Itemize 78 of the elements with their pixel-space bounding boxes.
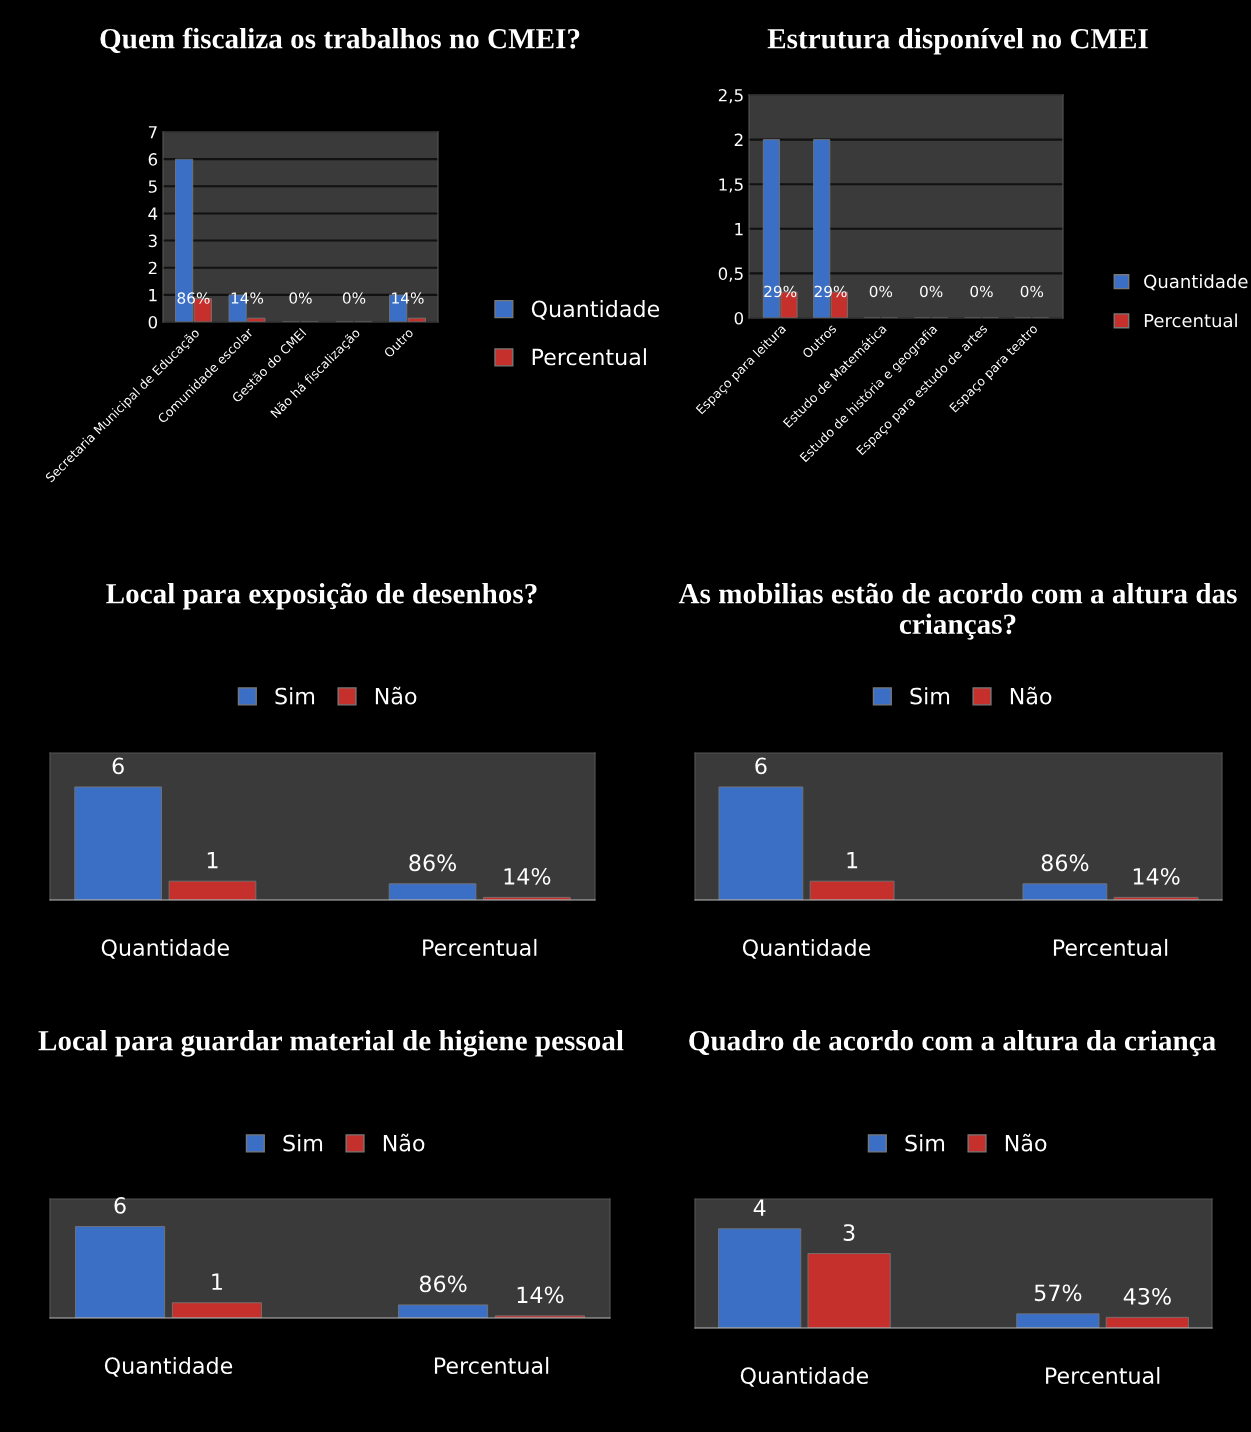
y-tick-label: 2 <box>734 133 743 146</box>
y-tick-label: 0 <box>148 315 158 329</box>
legend-label: Não <box>1005 1133 1047 1152</box>
data-label: 29% <box>764 285 797 298</box>
x-tick-label: Quantidade <box>740 1366 869 1387</box>
bar <box>807 1253 891 1328</box>
data-label: 29% <box>814 285 847 298</box>
y-tick-label: 6 <box>148 153 158 166</box>
legend-label: Quantidade <box>1144 274 1248 291</box>
data-label: 14% <box>517 1286 564 1304</box>
chart-title: Local para exposição de desenhos? <box>106 583 537 610</box>
data-label: 6 <box>112 757 124 775</box>
y-tick-label: 3 <box>148 234 157 248</box>
y-tick-label: 5 <box>148 180 157 193</box>
bar <box>168 880 257 900</box>
legend-label: Não <box>383 1133 425 1152</box>
y-tick-label: 0 <box>734 311 744 325</box>
data-label: 1 <box>847 852 858 869</box>
bar <box>398 1304 489 1318</box>
data-label: 0% <box>869 285 893 298</box>
legend-label: Sim <box>905 1134 945 1152</box>
data-label: 0% <box>970 285 993 298</box>
y-tick-label: 0,5 <box>718 267 743 282</box>
x-tick-label: Percentual <box>1053 938 1168 957</box>
bar <box>388 883 477 900</box>
bar <box>809 880 895 900</box>
data-label: 57% <box>1034 1284 1082 1302</box>
data-label: 3 <box>843 1224 855 1241</box>
y-tick-label: 1 <box>149 289 157 302</box>
data-label: 6 <box>114 1197 126 1214</box>
data-label: 0% <box>920 285 943 298</box>
x-tick-label: Quantidade <box>101 938 229 959</box>
legend-label: Percentual <box>1144 313 1237 328</box>
legend-label: Quantidade <box>531 300 660 320</box>
y-tick-label: 1 <box>735 222 743 236</box>
chart-title: As mobilias estão de acordo com a altura das crianças? <box>678 582 1237 640</box>
chart-title: Quadro de acordo com a altura da criança <box>689 1030 1216 1057</box>
bar <box>1105 1316 1189 1328</box>
bar <box>74 786 162 900</box>
legend-label: Não <box>375 686 417 705</box>
x-tick-label: Quantidade <box>104 1356 233 1377</box>
chart-title: Quem fiscaliza os trabalhos no CMEI? <box>100 27 580 53</box>
bar <box>1016 1313 1100 1328</box>
data-label: 14% <box>504 867 551 885</box>
bar <box>171 1302 262 1318</box>
y-tick-label: 4 <box>148 207 158 220</box>
data-label: 1 <box>207 852 218 869</box>
data-label: 86% <box>1041 854 1089 872</box>
data-label: 0% <box>289 292 312 304</box>
data-label: 86% <box>177 292 210 304</box>
legend-label: Sim <box>283 1134 323 1152</box>
data-label: 43% <box>1123 1287 1171 1305</box>
x-tick-label: Percentual <box>434 1356 549 1375</box>
y-tick-label: 2 <box>148 261 157 275</box>
bar <box>1022 883 1108 900</box>
data-label: 1 <box>212 1273 222 1290</box>
x-tick-label: Percentual <box>423 938 537 957</box>
data-label: 14% <box>231 292 264 304</box>
bar <box>718 786 804 900</box>
bar <box>75 1226 166 1318</box>
data-label: 86% <box>409 854 456 872</box>
y-tick-label: 7 <box>148 126 157 139</box>
legend-label: Sim <box>275 687 315 705</box>
x-tick-label: Quantidade <box>742 938 871 959</box>
chart-title: Local para guardar material de higiene pessoal <box>38 1030 624 1057</box>
y-tick-label: 2,5 <box>718 88 743 104</box>
data-label: 4 <box>753 1199 766 1216</box>
data-label: 14% <box>1133 867 1180 885</box>
legend-label: Sim <box>910 687 950 705</box>
data-label: 0% <box>1020 285 1044 298</box>
chart-title: Estrutura disponível no CMEI <box>767 28 1148 55</box>
legend-label: Não <box>1010 686 1052 705</box>
data-label: 6 <box>755 757 767 775</box>
data-label: 0% <box>342 292 366 304</box>
y-tick-label: 1,5 <box>719 178 743 193</box>
data-label: 86% <box>419 1275 467 1293</box>
x-tick-label: Percentual <box>1046 1366 1160 1385</box>
bar <box>718 1228 802 1328</box>
